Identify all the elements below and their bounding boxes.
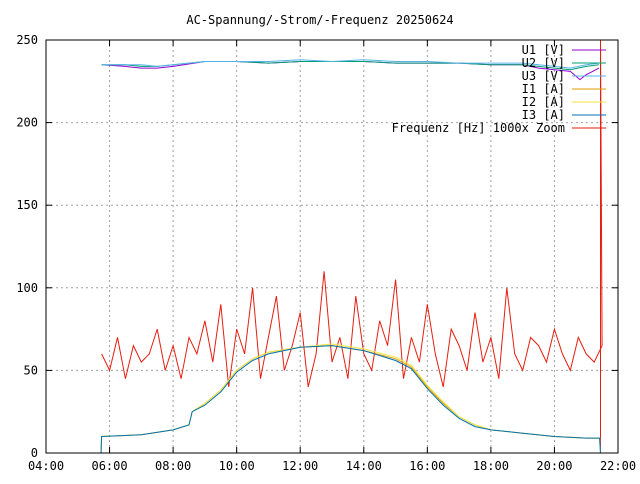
y-tick-label: 50 <box>24 363 38 377</box>
legend-label: I1 [A] <box>522 82 565 96</box>
plot-border <box>45 39 619 454</box>
legend-label: I2 [A] <box>522 95 565 109</box>
axes: 04:00 06:00 08:00 10:00 12:00 14:00 16:00 18:00… <box>16 33 636 473</box>
plot-area <box>100 39 603 454</box>
legend-label: Frequenz [Hz] 1000x Zoom <box>392 121 565 135</box>
series-line-3 <box>100 345 601 454</box>
chart-title: AC-Spannung/-Strom/-Frequenz 20250624 <box>186 13 453 27</box>
x-tick-label: 20:00 <box>536 459 572 473</box>
series-line-6 <box>101 39 603 453</box>
x-tick-label: 08:00 <box>155 459 191 473</box>
x-tick-label: 10:00 <box>219 459 255 473</box>
series-line-2 <box>101 59 599 69</box>
x-tick-label: 12:00 <box>282 459 318 473</box>
legend-label: U2 [V] <box>522 56 565 70</box>
y-tick-label: 200 <box>16 116 38 130</box>
x-tick-label: 18:00 <box>473 459 509 473</box>
y-tick-label: 250 <box>16 33 38 47</box>
x-tick-label: 14:00 <box>346 459 382 473</box>
legend-label: I3 [A] <box>522 108 565 122</box>
y-tick-label: 100 <box>16 281 38 295</box>
x-tick-label: 04:00 <box>28 459 64 473</box>
x-tick-label: 06:00 <box>91 459 127 473</box>
legend: U1 [V]U2 [V]U3 [V]I1 [A]I2 [A]I3 [A]Freq… <box>392 43 606 135</box>
y-tick-label: 150 <box>16 198 38 212</box>
x-tick-label: 16:00 <box>409 459 445 473</box>
y-tick-label: 0 <box>31 446 38 460</box>
legend-label: U3 [V] <box>522 69 565 83</box>
x-tick-label: 22:00 <box>600 459 636 473</box>
legend-label: U1 [V] <box>522 43 565 57</box>
grid <box>46 40 618 453</box>
series-line-5 <box>100 345 601 454</box>
